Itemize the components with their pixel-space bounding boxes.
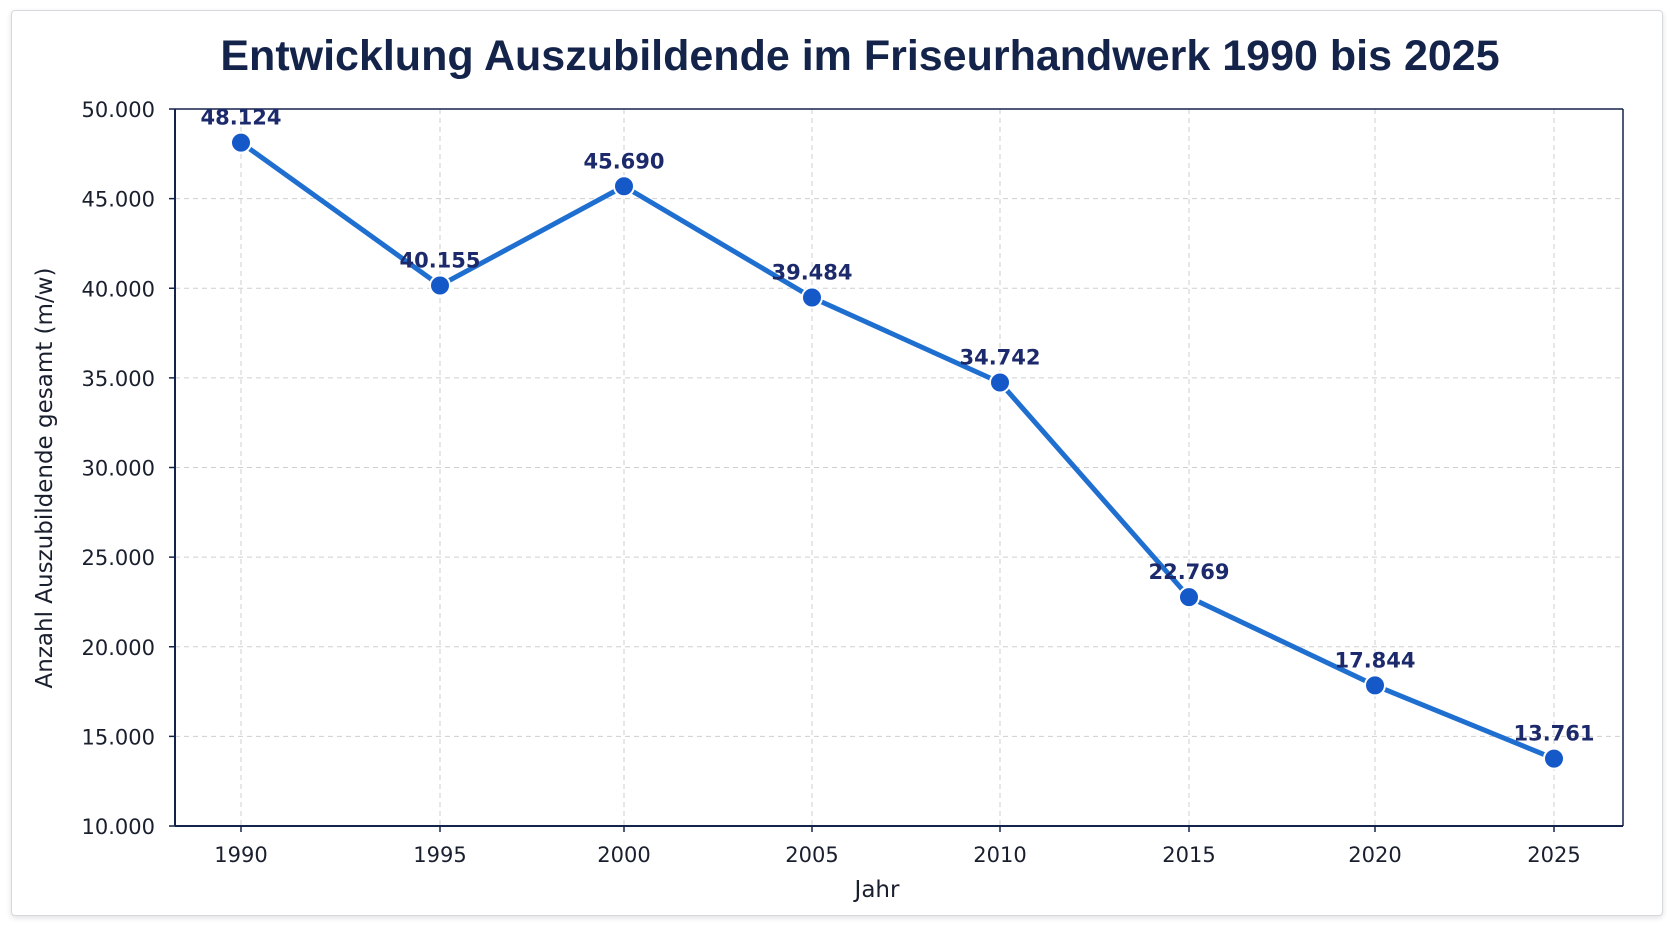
y-tick-label: 10.000 bbox=[82, 815, 155, 839]
y-tick-label: 30.000 bbox=[82, 457, 155, 481]
data-label: 22.769 bbox=[1148, 560, 1229, 584]
x-tick-label: 1990 bbox=[214, 843, 267, 867]
x-tick-label: 2010 bbox=[973, 843, 1026, 867]
data-series bbox=[230, 131, 1565, 770]
data-point bbox=[1543, 747, 1565, 770]
x-tick-label: 2015 bbox=[1162, 843, 1215, 867]
data-label: 45.690 bbox=[583, 149, 664, 173]
data-point bbox=[801, 286, 823, 309]
data-point bbox=[230, 131, 252, 154]
data-labels: 48.124 40.155 45.690 39.484 34.742 22.769 17.8… bbox=[200, 106, 1594, 746]
y-tick-label: 35.000 bbox=[82, 367, 155, 391]
data-point bbox=[429, 274, 451, 297]
data-label: 34.742 bbox=[959, 345, 1040, 369]
chart-card bbox=[11, 10, 1663, 916]
y-tick-labels: 10.000 15.000 20.000 25.000 30.000 35.000 40.0… bbox=[82, 98, 155, 839]
y-tick-label: 40.000 bbox=[82, 277, 155, 301]
y-tick-label: 45.000 bbox=[82, 188, 155, 212]
x-tick-label: 2005 bbox=[785, 843, 838, 867]
axes bbox=[169, 108, 1624, 832]
data-point bbox=[989, 371, 1011, 394]
data-point bbox=[1364, 674, 1386, 697]
data-point bbox=[613, 175, 635, 198]
data-label: 40.155 bbox=[399, 248, 480, 272]
chart-title: Entwicklung Auszubildende im Friseurhand… bbox=[220, 32, 1499, 80]
x-tick-label: 2000 bbox=[597, 843, 650, 867]
y-axis-label: Anzahl Auszubildende gesamt (m/w) bbox=[32, 268, 58, 689]
x-tick-label: 2025 bbox=[1527, 843, 1580, 867]
y-tick-label: 15.000 bbox=[82, 725, 155, 749]
y-tick-label: 50.000 bbox=[82, 98, 155, 122]
data-label: 13.761 bbox=[1513, 722, 1594, 746]
series-line bbox=[238, 140, 1557, 762]
data-label: 17.844 bbox=[1334, 648, 1415, 672]
x-tick-label: 1995 bbox=[413, 843, 466, 867]
y-tick-label: 25.000 bbox=[82, 546, 155, 570]
x-tick-labels: 1990 1995 2000 2005 2010 2015 2020 2025 bbox=[214, 843, 1580, 867]
data-point bbox=[1178, 586, 1200, 609]
x-axis-label: Jahr bbox=[853, 877, 900, 903]
y-tick-label: 20.000 bbox=[82, 636, 155, 660]
data-label: 39.484 bbox=[771, 260, 852, 284]
grid-lines bbox=[175, 108, 1623, 826]
x-tick-label: 2020 bbox=[1348, 843, 1401, 867]
data-label: 48.124 bbox=[200, 106, 281, 130]
